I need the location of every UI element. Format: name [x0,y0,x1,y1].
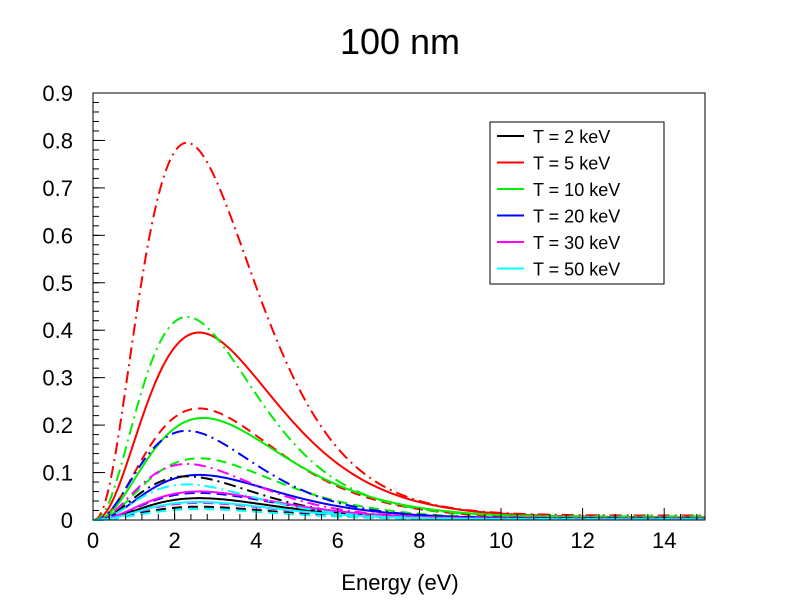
legend-label: T = 50 keV [533,260,620,280]
x-axis: 0 2 4 6 8 10 12 14 [87,508,698,553]
y-tick-label: 0.7 [42,176,73,201]
x-tick-label: 4 [250,528,262,553]
legend-box [489,121,665,285]
y-tick-label: 0.6 [42,223,73,248]
y-axis: 0 0.1 0.2 0.3 0.4 0.5 0.6 0.7 0.8 0.9 [42,81,105,533]
series-line [92,407,705,521]
x-tick-label: 14 [652,528,676,553]
x-tick-label: 10 [489,528,513,553]
x-axis-title: Energy (eV) [341,570,458,595]
y-tick-label: 0.4 [42,318,73,343]
chart-title: 100 nm [340,21,460,62]
y-tick-label: 0.2 [42,413,73,438]
series-line [93,508,705,521]
y-tick-label: 0.5 [42,271,73,296]
series-line [92,473,705,521]
legend-label: T = 10 keV [533,180,620,200]
legend-label: T = 20 keV [533,207,620,227]
y-tick-label: 0 [61,508,73,533]
x-tick-label: 0 [87,528,99,553]
legend-label: T = 30 keV [533,233,620,253]
y-tick-label: 0.1 [42,461,73,486]
series-line [92,416,705,521]
x-tick-label: 8 [413,528,425,553]
legend-label: T = 5 keV [533,154,610,174]
series-line [92,457,705,521]
y-tick-label: 0.8 [42,128,73,153]
y-tick-label: 0.3 [42,366,73,391]
x-tick-label: 2 [168,528,180,553]
legend: T = 2 keV T = 5 keV T = 10 keV T = 20 keV T … [489,121,665,285]
x-tick-label: 12 [570,528,594,553]
series-line [92,315,705,521]
x-tick-label: 6 [332,528,344,553]
plot-frame [92,92,706,521]
series-line [92,141,705,521]
y-tick-label: 0.9 [42,81,73,106]
legend-label: T = 2 keV [533,127,610,147]
